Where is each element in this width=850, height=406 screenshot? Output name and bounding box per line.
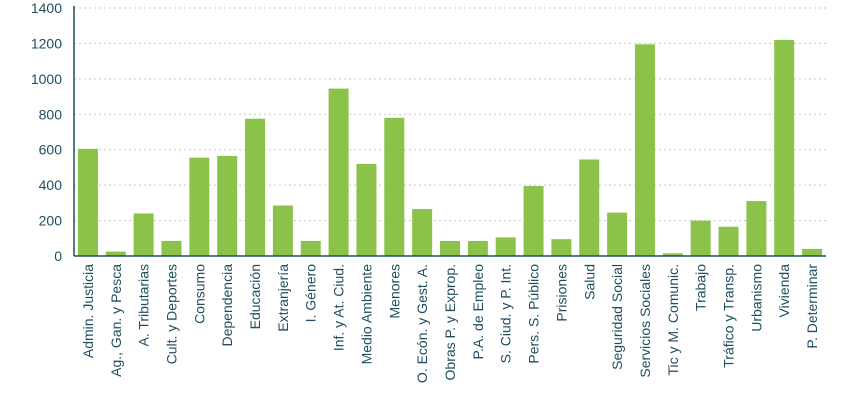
bar (467, 240, 488, 256)
bars (77, 39, 823, 257)
y-tick-label: 0 (54, 248, 62, 264)
x-category-label: Salud (581, 264, 597, 300)
bar (412, 209, 433, 256)
bar (77, 148, 98, 256)
bar (579, 159, 600, 256)
y-axis-ticks: 0 200 400 600 800 1000 1200 1400 (31, 0, 62, 264)
bar (328, 88, 349, 256)
bar (161, 240, 182, 256)
gridlines (74, 7, 826, 222)
x-category-label: Admin. Justicia (80, 264, 96, 358)
y-tick-label: 400 (39, 177, 63, 193)
bar (105, 251, 126, 256)
y-tick-label: 1000 (31, 71, 62, 87)
bar (634, 44, 655, 256)
x-category-label: Urbanismo (748, 264, 764, 332)
x-category-label: Educación (247, 264, 263, 329)
x-category-label: Extranjería (275, 264, 291, 332)
x-category-label: O. Ecón. y Gest. A. (414, 264, 430, 383)
x-category-label: P. Determinar (804, 264, 820, 349)
bar (523, 186, 544, 256)
x-category-label: Obras P. y Exprop. (442, 264, 458, 380)
x-category-label: Pers. S. Público (526, 264, 542, 364)
x-category-label: Cult. y Deportes (163, 264, 179, 364)
bar (272, 205, 293, 256)
x-category-label: Medio Ambiente (358, 264, 374, 365)
x-axis-labels: Admin. Justicia Ag., Gan. y Pesca A. Tribu… (80, 264, 820, 383)
bar (607, 212, 628, 256)
x-category-label: Menores (386, 264, 402, 318)
bar (300, 240, 321, 256)
bar (662, 253, 683, 256)
x-category-label: Trabajo (693, 264, 709, 311)
x-category-label: Prisiones (553, 264, 569, 322)
x-category-label: Tic y M. Comunic. (665, 264, 681, 376)
bar (718, 226, 739, 256)
y-tick-label: 200 (39, 213, 63, 229)
y-tick-label: 1200 (31, 35, 62, 51)
x-category-label: Vivienda (776, 264, 792, 318)
bar (384, 117, 405, 256)
x-category-label: Consumo (191, 264, 207, 324)
x-category-label: Seguridad Social (609, 264, 625, 370)
bar (245, 118, 266, 256)
y-tick-label: 1400 (31, 0, 62, 16)
bar (690, 220, 711, 256)
bar (802, 248, 823, 256)
x-category-label: Dependencia (219, 264, 235, 347)
x-category-label: Ag., Gan. y Pesca (108, 264, 124, 377)
bar (551, 239, 572, 256)
y-tick-label: 600 (39, 142, 63, 158)
x-category-label: P.A. de Empleo (470, 264, 486, 360)
bar (440, 240, 460, 256)
bar (133, 213, 154, 256)
bar (774, 39, 795, 257)
x-category-label: S. Ciud. y P. Int. (498, 264, 514, 363)
x-category-label: Servicios Sociales (637, 264, 653, 378)
x-category-label: I. Género (303, 264, 319, 323)
bar (356, 163, 377, 256)
x-category-label: Inf. y At. Ciud. (331, 264, 347, 351)
y-tick-label: 800 (39, 106, 63, 122)
x-category-label: A. Tributarias (136, 264, 152, 346)
bar (746, 201, 767, 256)
bar (495, 237, 516, 256)
x-category-label: Tráfico y Transp. (721, 264, 737, 368)
bar (217, 155, 238, 256)
bar (189, 157, 210, 256)
